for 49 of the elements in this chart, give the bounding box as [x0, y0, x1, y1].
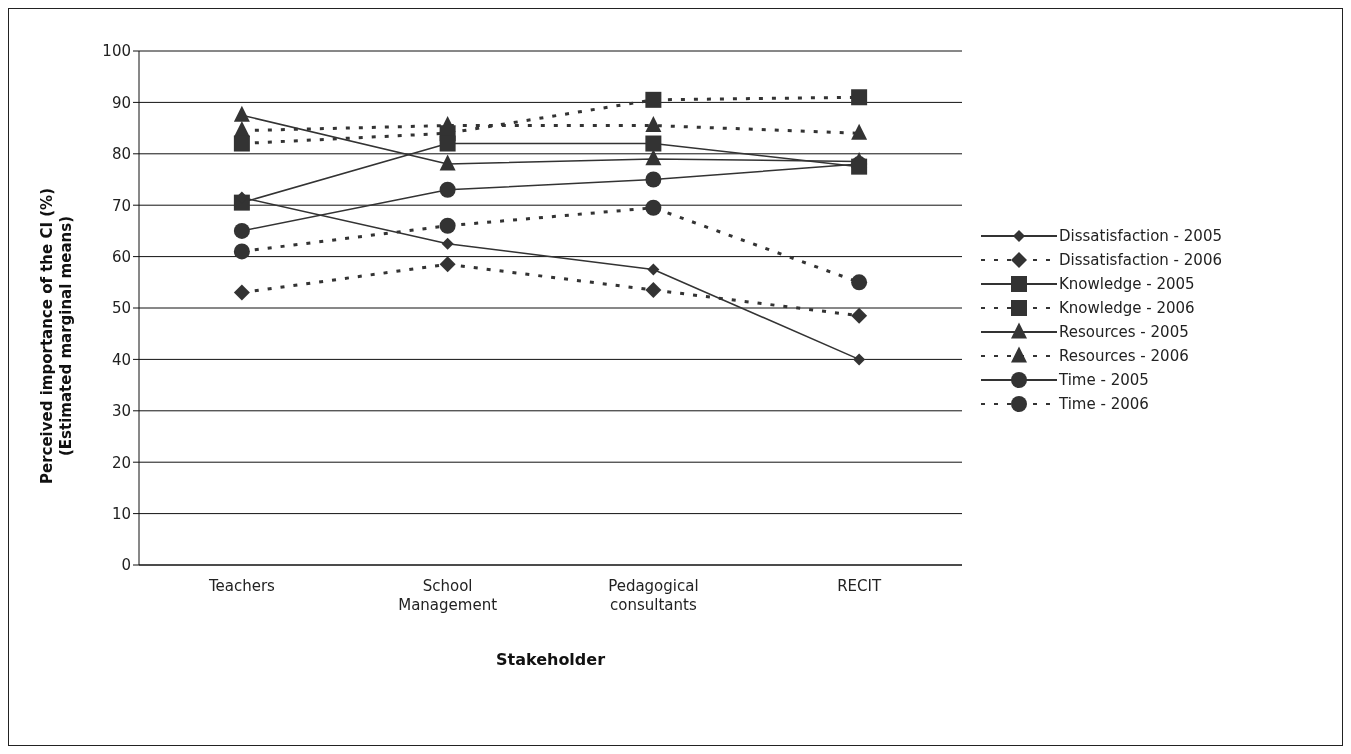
legend-label: Dissatisfaction - 2005: [1059, 227, 1222, 245]
x-tick-label: Pedagogical consultants: [608, 577, 699, 614]
x-tick-label: RECIT: [837, 577, 882, 595]
point: [851, 307, 868, 324]
point: [851, 89, 868, 106]
y-axis-title: Perceived importance of the CI (%) (Estimated marginal means): [38, 187, 76, 485]
point: [233, 284, 250, 301]
x-tick-label: Teachers: [207, 577, 276, 595]
point: [439, 181, 456, 198]
point: [439, 154, 456, 171]
y-tick-label: 60: [111, 247, 131, 266]
y-tick-label: 30: [111, 402, 131, 421]
point: [441, 237, 454, 250]
y-tick-label: 20: [111, 453, 131, 472]
y-tick-label: 10: [111, 504, 131, 523]
point: [439, 217, 456, 234]
point: [645, 199, 662, 216]
point: [645, 115, 662, 132]
legend-label: Time - 2005: [1059, 371, 1149, 389]
y-tick-label: 80: [111, 145, 131, 164]
y-tick-label: 100: [102, 42, 131, 61]
y-tick-label: 70: [111, 196, 131, 215]
y-tick-label: 90: [111, 93, 131, 112]
point: [439, 135, 456, 152]
point: [647, 263, 660, 276]
point: [851, 123, 868, 140]
y-tick-label: 40: [111, 350, 131, 369]
y-tick-label: 50: [111, 299, 131, 318]
point: [645, 135, 662, 152]
x-tick-label: School Management: [398, 577, 498, 614]
point: [233, 135, 250, 152]
legend-label: Resources - 2006: [1059, 347, 1189, 365]
point: [853, 353, 866, 366]
point: [645, 171, 662, 188]
legend-label: Time - 2006: [1059, 395, 1149, 413]
y-tick-label: 0: [121, 556, 131, 575]
x-axis-title: Stakeholder: [495, 650, 606, 669]
legend-label: Knowledge - 2006: [1059, 299, 1195, 317]
point: [439, 256, 456, 273]
point: [233, 105, 250, 122]
point: [645, 91, 662, 108]
point: [645, 282, 662, 299]
point: [645, 149, 662, 166]
point: [233, 222, 250, 239]
legend-label: Resources - 2005: [1059, 323, 1189, 341]
legend-label: Knowledge - 2005: [1059, 275, 1195, 293]
point: [233, 243, 250, 260]
point: [851, 274, 868, 291]
legend-label: Dissatisfaction - 2006: [1059, 251, 1222, 269]
